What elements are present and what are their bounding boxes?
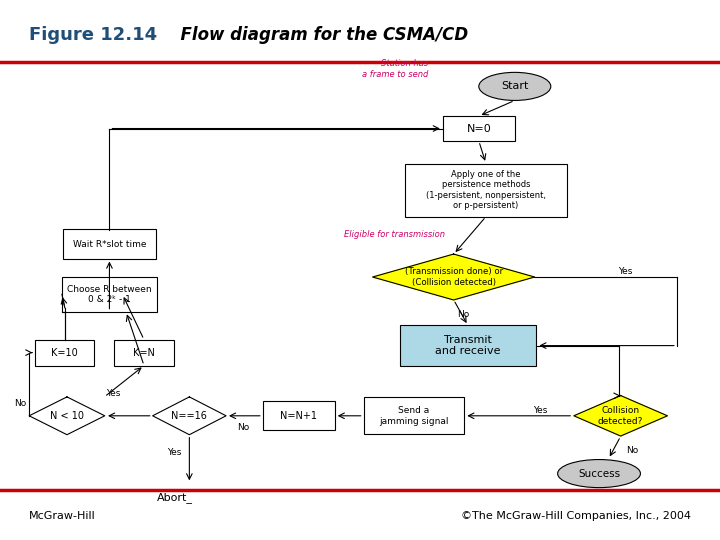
Text: Yes: Yes bbox=[107, 389, 121, 397]
Ellipse shape bbox=[557, 460, 641, 488]
Text: Figure 12.14: Figure 12.14 bbox=[29, 26, 157, 44]
Text: N==16: N==16 bbox=[171, 411, 207, 421]
Text: No: No bbox=[14, 400, 27, 408]
Text: Wait R*slot time: Wait R*slot time bbox=[73, 240, 146, 248]
Polygon shape bbox=[153, 397, 226, 435]
FancyBboxPatch shape bbox=[443, 116, 515, 141]
Text: No: No bbox=[457, 310, 469, 319]
Text: Yes: Yes bbox=[533, 406, 547, 415]
FancyBboxPatch shape bbox=[62, 277, 157, 312]
Ellipse shape bbox=[479, 72, 551, 100]
Text: Station has
a frame to send: Station has a frame to send bbox=[362, 59, 428, 79]
Text: Send a
jamming signal: Send a jamming signal bbox=[379, 406, 449, 426]
Text: Apply one of the
persistence methods
(1-persistent, nonpersistent,
or p-persiste: Apply one of the persistence methods (1-… bbox=[426, 170, 546, 210]
Text: N=0: N=0 bbox=[467, 124, 491, 133]
Text: ©The McGraw-Hill Companies, Inc., 2004: ©The McGraw-Hill Companies, Inc., 2004 bbox=[462, 511, 691, 521]
FancyBboxPatch shape bbox=[63, 230, 156, 259]
Text: N < 10: N < 10 bbox=[50, 411, 84, 421]
FancyBboxPatch shape bbox=[400, 325, 536, 366]
Text: Choose R between
0 & 2ᵏ - 1: Choose R between 0 & 2ᵏ - 1 bbox=[67, 285, 152, 304]
FancyBboxPatch shape bbox=[263, 401, 335, 430]
FancyBboxPatch shape bbox=[35, 340, 94, 366]
Text: (Transmission done) or
(Collision detected): (Transmission done) or (Collision detect… bbox=[405, 267, 503, 287]
Polygon shape bbox=[373, 254, 534, 300]
Text: Eligible for transmission: Eligible for transmission bbox=[344, 231, 445, 239]
Polygon shape bbox=[574, 395, 667, 436]
Text: Transmit
and receive: Transmit and receive bbox=[436, 335, 500, 356]
Polygon shape bbox=[29, 397, 105, 435]
Text: Yes: Yes bbox=[167, 448, 181, 457]
Text: K=10: K=10 bbox=[51, 348, 78, 357]
Text: Yes: Yes bbox=[618, 267, 632, 276]
Text: No: No bbox=[238, 423, 250, 432]
FancyBboxPatch shape bbox=[114, 340, 174, 366]
Text: Collision
detected?: Collision detected? bbox=[598, 406, 644, 426]
FancyBboxPatch shape bbox=[405, 164, 567, 217]
Text: Start: Start bbox=[501, 82, 528, 91]
Text: No: No bbox=[626, 447, 639, 455]
Text: Success: Success bbox=[578, 469, 620, 478]
Text: Flow diagram for the CSMA/CD: Flow diagram for the CSMA/CD bbox=[169, 26, 468, 44]
Text: N=N+1: N=N+1 bbox=[280, 411, 318, 421]
Text: K=N: K=N bbox=[133, 348, 155, 357]
FancyBboxPatch shape bbox=[364, 397, 464, 434]
Text: Abort_: Abort_ bbox=[157, 492, 193, 503]
Text: McGraw-Hill: McGraw-Hill bbox=[29, 511, 96, 521]
